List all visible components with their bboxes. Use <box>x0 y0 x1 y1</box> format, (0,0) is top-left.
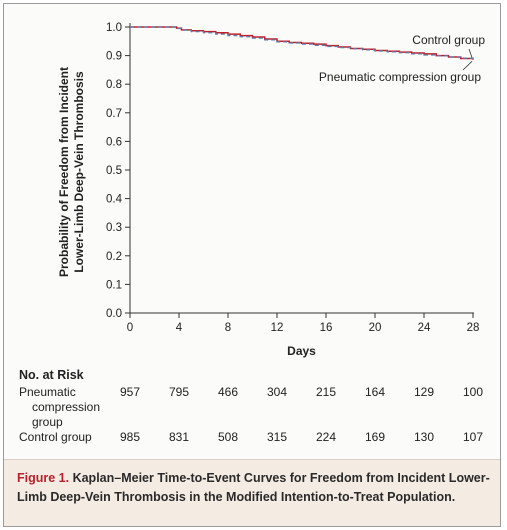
control-group-leader <box>468 48 473 58</box>
series-line-control <box>130 26 474 60</box>
risk-value: 466 <box>217 385 239 399</box>
risk-row-label: group <box>32 415 63 429</box>
y-tick-label: 0.8 <box>106 79 122 91</box>
risk-value: 215 <box>315 385 337 399</box>
y-tick-label: 0.4 <box>106 194 123 206</box>
risk-table-title: No. at Risk <box>19 368 84 382</box>
series-line-pneumatic <box>130 26 474 60</box>
risk-value: 130 <box>413 430 435 444</box>
x-tick-label: 16 <box>320 322 333 334</box>
x-tick-label: 28 <box>467 322 480 334</box>
x-tick-label: 20 <box>369 322 382 334</box>
x-tick-label: 0 <box>127 322 133 334</box>
figure-frame <box>3 3 501 527</box>
risk-value: 315 <box>266 430 288 444</box>
y-tick-label: 0.6 <box>106 136 122 148</box>
y-axis-label-line: Probability of Freedom from Incident <box>57 67 71 277</box>
y-tick-label: 0.3 <box>106 222 122 234</box>
risk-value: 129 <box>413 385 435 399</box>
control-group-label: Control group <box>412 33 485 47</box>
x-axis-label: Days <box>287 344 316 358</box>
pneumatic-group-label: Pneumatic compression group <box>319 70 481 84</box>
caption-label: Figure 1. <box>17 471 70 485</box>
y-tick-label: 0.7 <box>106 108 122 120</box>
risk-row-label: compression <box>32 400 101 414</box>
y-tick-label: 0.0 <box>106 308 122 320</box>
pneumatic-group-leader <box>462 61 473 71</box>
risk-table: No. at Risk Pneumatic compression group 957… <box>19 368 484 444</box>
risk-value: 831 <box>168 430 190 444</box>
y-tick-label: 0.9 <box>106 51 122 63</box>
figure-caption: Figure 1. Kaplan–Meier Time-to-Event Cur… <box>4 459 500 526</box>
risk-value: 100 <box>462 385 484 399</box>
risk-value: 169 <box>364 430 386 444</box>
x-tick-label: 12 <box>271 322 284 334</box>
risk-value: 985 <box>119 430 141 444</box>
risk-value: 224 <box>315 430 337 444</box>
risk-row-label: Control group <box>19 430 92 444</box>
km-chart: 0.0 0.1 0.2 0.3 0.4 0.5 0.6 0.7 0.8 0.9 1.0 0 4 8 12 16… <box>57 22 485 358</box>
x-tick-label: 24 <box>418 322 431 334</box>
risk-value: 508 <box>217 430 239 444</box>
risk-value: 304 <box>266 385 288 399</box>
risk-value: 957 <box>119 385 141 399</box>
y-tick-label: 0.2 <box>106 251 122 263</box>
x-tick-label: 4 <box>176 322 183 334</box>
risk-value: 164 <box>364 385 386 399</box>
risk-row-label: Pneumatic <box>19 385 76 399</box>
y-axis-label-line: Lower-Limb Deep-Vein Thrombosis <box>72 71 86 273</box>
risk-value: 795 <box>168 385 190 399</box>
y-tick-label: 0.1 <box>106 279 122 291</box>
y-tick-label: 0.5 <box>106 165 122 177</box>
risk-value: 107 <box>462 430 484 444</box>
y-tick-label: 1.0 <box>106 22 122 34</box>
x-tick-label: 8 <box>225 322 231 334</box>
caption-text: Kaplan–Meier Time-to-Event Curves for Fr… <box>17 471 490 504</box>
